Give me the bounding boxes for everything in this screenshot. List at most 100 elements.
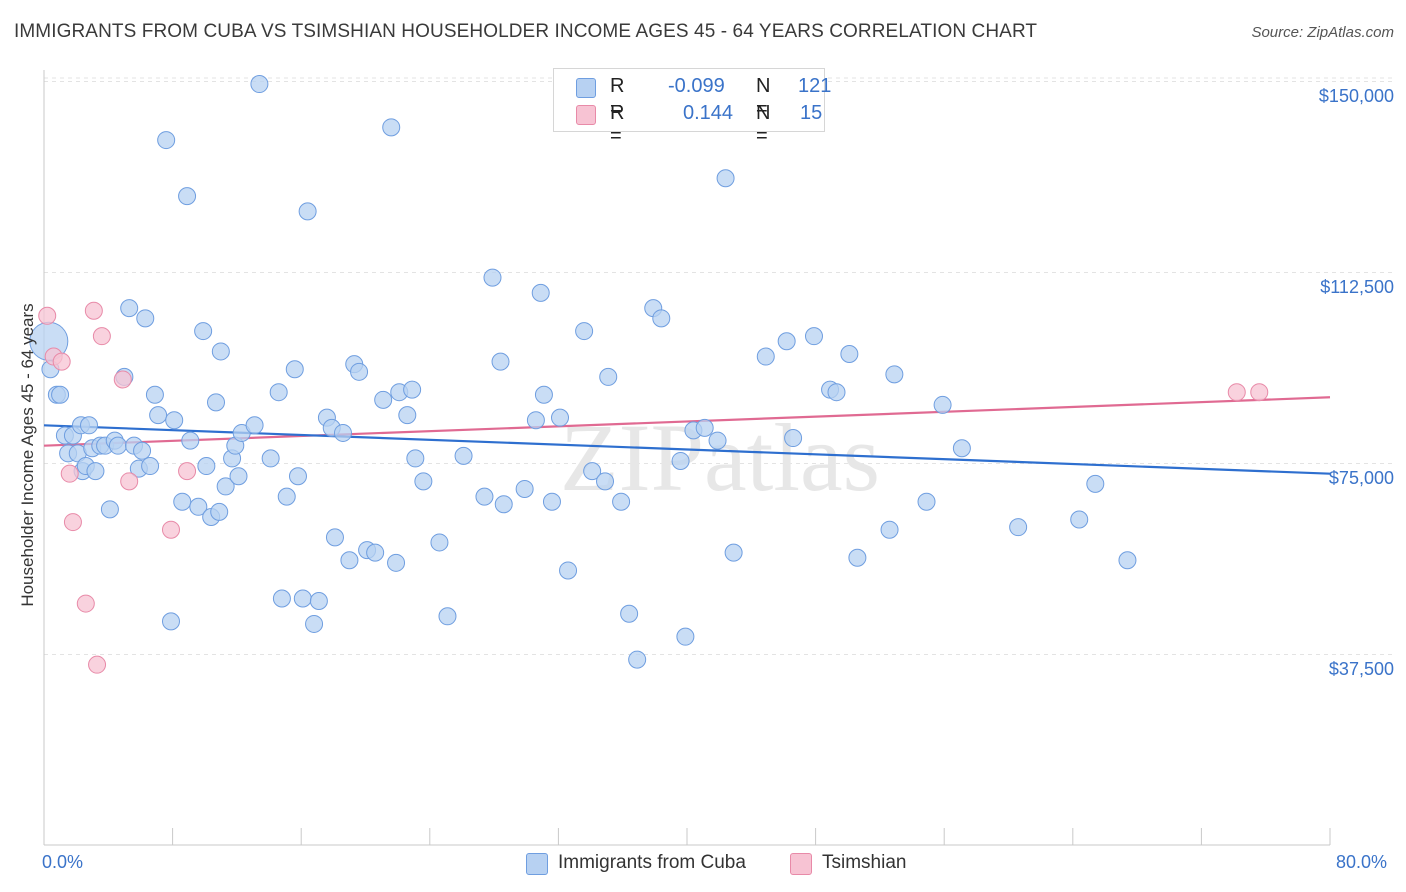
- data-point-cuba: [531, 283, 550, 302]
- data-point-cuba: [1009, 518, 1028, 537]
- legend-r-label: R =: [610, 102, 625, 147]
- data-point-cuba: [430, 533, 449, 552]
- data-point-cuba: [165, 411, 184, 430]
- legend-n-value: 121: [798, 75, 832, 97]
- data-point-cuba: [210, 502, 229, 521]
- data-point-cuba: [277, 487, 296, 506]
- data-point-cuba: [285, 360, 304, 379]
- data-point-tsimshian: [1227, 383, 1246, 402]
- data-point-tsimshian: [161, 520, 180, 539]
- bottom-legend-swatch-tsimshian: [790, 853, 812, 875]
- data-point-cuba: [885, 365, 904, 384]
- legend-n-label: N =: [756, 102, 771, 147]
- data-point-cuba: [51, 385, 70, 404]
- data-point-cuba: [181, 431, 200, 450]
- data-point-cuba: [178, 187, 197, 206]
- data-point-cuba: [309, 592, 328, 611]
- data-point-tsimshian: [84, 301, 103, 320]
- data-point-cuba: [551, 408, 570, 427]
- y-tick-75000: $75,000: [1328, 468, 1394, 488]
- data-point-cuba: [207, 393, 226, 412]
- data-point-cuba: [777, 332, 796, 351]
- data-point-cuba: [161, 612, 180, 631]
- bottom-legend-swatch-cuba: [526, 853, 548, 875]
- points: [29, 75, 1269, 674]
- data-point-cuba: [340, 551, 359, 570]
- data-point-cuba: [288, 467, 307, 486]
- data-point-cuba: [333, 423, 352, 442]
- data-point-cuba: [454, 446, 473, 465]
- data-point-cuba: [840, 344, 859, 363]
- data-point-cuba: [261, 449, 280, 468]
- data-point-cuba: [229, 467, 248, 486]
- legend-n-label: N =: [756, 75, 771, 120]
- data-point-cuba: [827, 383, 846, 402]
- data-point-cuba: [305, 614, 324, 633]
- y-tick-150000: $150,000: [1318, 86, 1394, 106]
- data-point-tsimshian: [38, 306, 57, 325]
- data-point-cuba: [559, 561, 578, 580]
- data-point-cuba: [695, 418, 714, 437]
- data-point-cuba: [382, 118, 401, 137]
- y-tick-112500: $112,500: [1320, 277, 1394, 297]
- data-point-cuba: [157, 131, 176, 150]
- gridlines: [44, 77, 1395, 655]
- data-point-cuba: [542, 492, 561, 511]
- bottom-legend-label-tsimshian: Tsimshian: [822, 852, 907, 873]
- data-point-cuba: [917, 492, 936, 511]
- data-point-cuba: [398, 406, 417, 425]
- data-point-cuba: [145, 385, 164, 404]
- data-point-cuba: [676, 627, 695, 646]
- data-point-cuba: [173, 492, 192, 511]
- legend-swatch-tsimshian: [576, 105, 596, 125]
- data-point-cuba: [596, 472, 615, 491]
- legend-r-label: R =: [610, 75, 625, 120]
- data-point-cuba: [716, 169, 735, 188]
- data-point-cuba: [475, 487, 494, 506]
- data-point-cuba: [136, 309, 155, 328]
- data-point-tsimshian: [113, 370, 132, 389]
- data-point-cuba: [86, 462, 105, 481]
- x-tick-min: 0.0%: [42, 852, 84, 872]
- data-point-cuba: [599, 367, 618, 386]
- data-point-cuba: [293, 589, 312, 608]
- data-point-cuba: [483, 268, 502, 287]
- legend-r-value: -0.099: [668, 75, 725, 97]
- data-point-tsimshian: [92, 327, 111, 346]
- data-point-cuba: [1118, 551, 1137, 570]
- data-point-cuba: [194, 322, 213, 341]
- data-point-cuba: [708, 431, 727, 450]
- data-point-cuba: [269, 383, 288, 402]
- legend-n-value: 15: [800, 102, 823, 124]
- data-point-cuba: [366, 543, 385, 562]
- data-point-cuba: [534, 385, 553, 404]
- data-point-cuba: [526, 411, 545, 430]
- y-tick-37500: $37,500: [1328, 659, 1394, 679]
- data-point-cuba: [724, 543, 743, 562]
- data-point-cuba: [374, 390, 393, 409]
- data-point-tsimshian: [63, 513, 82, 532]
- data-point-cuba: [671, 451, 690, 470]
- data-point-tsimshian: [52, 352, 71, 371]
- data-point-cuba: [197, 457, 216, 476]
- data-point-cuba: [272, 589, 291, 608]
- data-point-cuba: [1086, 474, 1105, 493]
- legend-swatch-cuba: [576, 78, 596, 98]
- data-point-cuba: [141, 457, 160, 476]
- data-point-tsimshian: [178, 462, 197, 481]
- data-point-cuba: [494, 495, 513, 514]
- data-point-tsimshian: [60, 464, 79, 483]
- data-point-cuba: [149, 406, 168, 425]
- data-point-cuba: [216, 477, 235, 496]
- data-point-cuba: [628, 650, 647, 669]
- data-point-cuba: [515, 479, 534, 498]
- data-point-cuba: [325, 528, 344, 547]
- data-point-cuba: [245, 416, 264, 435]
- data-point-cuba: [108, 436, 127, 455]
- data-point-cuba: [804, 327, 823, 346]
- data-point-cuba: [933, 395, 952, 414]
- watermark: ZIPatlas: [560, 404, 880, 511]
- data-point-cuba: [406, 449, 425, 468]
- data-point-cuba: [612, 492, 631, 511]
